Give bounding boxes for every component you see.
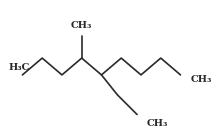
Text: CH₃: CH₃: [190, 75, 212, 84]
Text: CH₃: CH₃: [147, 119, 168, 128]
Text: CH₃: CH₃: [71, 21, 92, 30]
Text: H₃C: H₃C: [9, 63, 30, 72]
